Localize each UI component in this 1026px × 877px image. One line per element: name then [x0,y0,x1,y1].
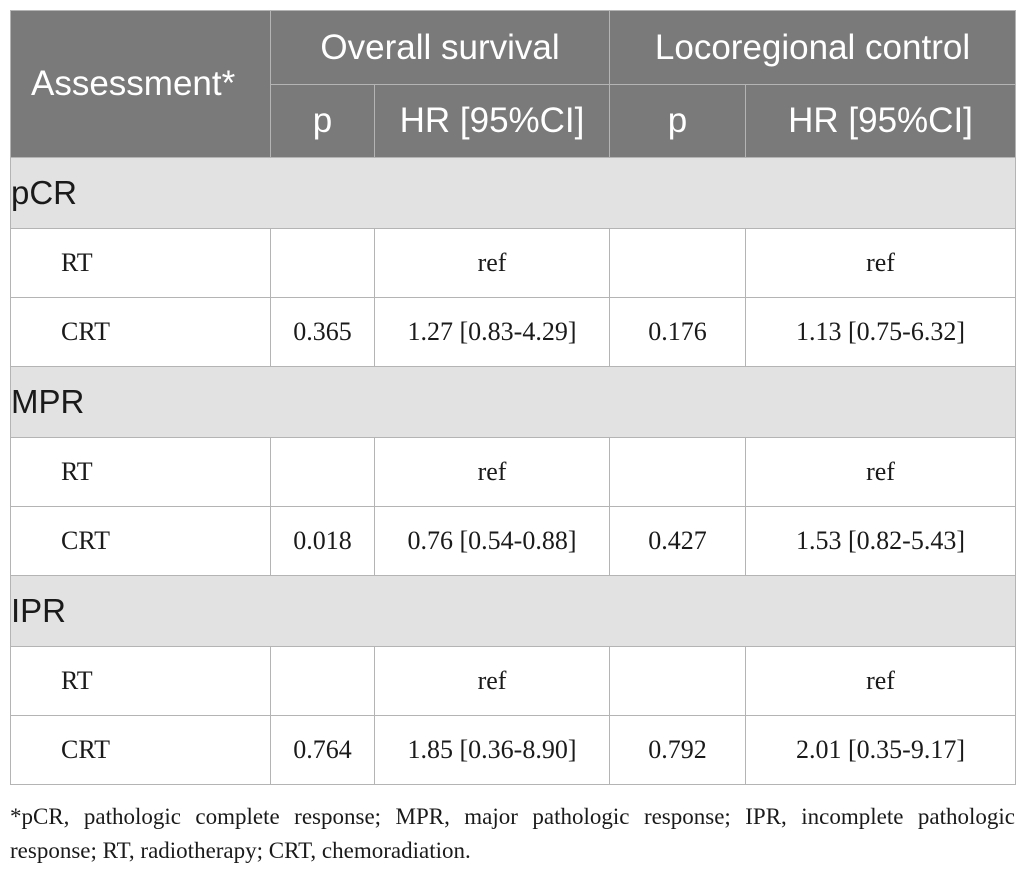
lc-hr-cell: 2.01 [0.35-9.17] [745,715,1017,785]
lc-p-header: p [609,84,747,158]
group-label: MPR [9,366,1017,438]
lc-p-cell [609,228,747,298]
table-row: RT ref ref [10,646,1017,716]
os-p-cell: 0.018 [270,506,375,576]
group-label: IPR [9,575,1017,647]
os-p-cell: 0.764 [270,715,375,785]
row-label: RT [10,437,271,507]
table-row: RT ref ref [10,228,1017,298]
row-label: CRT [10,715,271,785]
os-hr-cell: 1.85 [0.36-8.90] [373,715,611,785]
group-label: pCR [9,157,1017,229]
locoregional-control-header: Locoregional control [609,10,1017,85]
group-row-ipr: IPR [9,575,1017,647]
lc-hr-cell: ref [745,228,1017,298]
header-row-2: p HR [95%CI] p HR [95%CI] [11,84,1017,158]
row-label: CRT [10,297,271,367]
lc-p-cell: 0.427 [609,506,747,576]
table-row: CRT 0.018 0.76 [0.54-0.88] 0.427 1.53 [0… [10,506,1017,576]
os-hr-cell: ref [373,228,611,298]
os-p-cell [270,228,375,298]
lc-hr-cell: ref [745,646,1017,716]
lc-p-cell: 0.176 [609,297,747,367]
lc-hr-header: HR [95%CI] [745,84,1017,158]
lc-p-cell: 0.792 [609,715,747,785]
overall-survival-header: Overall survival [269,10,611,85]
os-hr-header: HR [95%CI] [373,84,611,158]
header-row-1: Assessment* Overall survival Locoregiona… [10,10,1017,158]
os-hr-cell: ref [373,646,611,716]
table-row: CRT 0.764 1.85 [0.36-8.90] 0.792 2.01 [0… [10,715,1017,785]
os-hr-cell: 0.76 [0.54-0.88] [373,506,611,576]
os-hr-cell: 1.27 [0.83-4.29] [373,297,611,367]
lc-hr-cell: 1.13 [0.75-6.32] [745,297,1017,367]
os-p-cell [270,646,375,716]
lc-hr-cell: 1.53 [0.82-5.43] [745,506,1017,576]
group-row-mpr: MPR [9,366,1017,438]
lc-p-cell [609,437,747,507]
lc-hr-cell: ref [745,437,1017,507]
results-table: Assessment* Overall survival Locoregiona… [9,10,1017,785]
table-row: RT ref ref [10,437,1017,507]
row-label: CRT [10,506,271,576]
os-p-cell [270,437,375,507]
table-row: CRT 0.365 1.27 [0.83-4.29] 0.176 1.13 [0… [10,297,1017,367]
row-label: RT [10,646,271,716]
table-footnote: *pCR, pathologic complete response; MPR,… [10,804,1015,863]
os-p-cell: 0.365 [270,297,375,367]
row-label: RT [10,228,271,298]
os-hr-cell: ref [373,437,611,507]
group-row-pcr: pCR [9,157,1017,229]
lc-p-cell [609,646,747,716]
assessment-header: Assessment* [10,10,271,158]
os-p-header: p [270,84,375,158]
